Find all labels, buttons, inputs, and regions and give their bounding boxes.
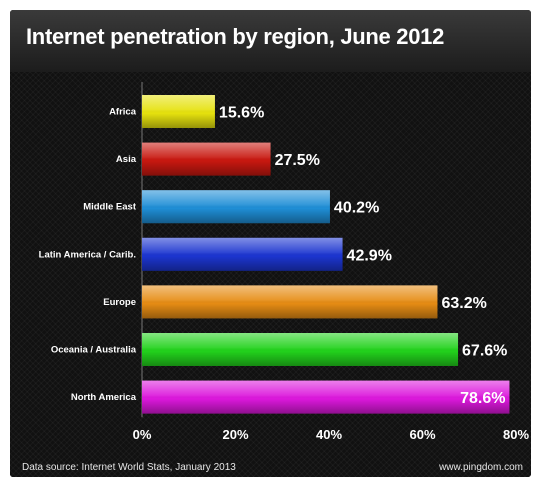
- x-tick-label-60: 60%: [409, 427, 435, 442]
- category-label-latin-america-carib: Latin America / Carib.: [39, 249, 136, 260]
- bar-shine-africa: [142, 95, 215, 128]
- data-source-note: Data source: Internet World Stats, Janua…: [22, 462, 236, 473]
- value-label-middle-east: 40.2%: [334, 200, 379, 217]
- chart-title: Internet penetration by region, June 201…: [26, 24, 445, 49]
- category-label-africa: Africa: [109, 107, 137, 118]
- category-label-oceania-australia: Oceania / Australia: [51, 345, 137, 356]
- bar-shine-middle-east: [142, 190, 330, 224]
- category-label-north-america: North America: [71, 392, 137, 403]
- bar-shine-latin-america-carib: [142, 237, 343, 271]
- value-label-europe: 63.2%: [441, 295, 486, 312]
- title-bar: Internet penetration by region, June 201…: [10, 10, 531, 72]
- value-label-latin-america-carib: 42.9%: [347, 247, 392, 264]
- bar-chart: Africa 15.6% Asia 27.5% Middle East 40.2% Lati…: [39, 82, 529, 442]
- x-tick-label-80: 80%: [503, 427, 529, 442]
- category-label-europe: Europe: [103, 297, 136, 308]
- category-label-asia: Asia: [116, 154, 137, 165]
- x-tick-label-40: 40%: [316, 427, 342, 442]
- x-tick-label-0: 0%: [133, 427, 152, 442]
- value-label-oceania-australia: 67.6%: [462, 343, 507, 360]
- x-tick-label-20: 20%: [222, 427, 248, 442]
- category-label-middle-east: Middle East: [83, 202, 137, 213]
- value-label-north-america: 78.6%: [460, 390, 505, 407]
- bar-shine-europe: [142, 285, 438, 319]
- bar-shine-north-america: [142, 380, 510, 414]
- site-credit: www.pingdom.com: [439, 462, 523, 473]
- bar-shine-oceania-australia: [142, 333, 459, 366]
- bar-shine-asia: [142, 142, 271, 176]
- chart-frame: Internet penetration by region, June 201…: [10, 10, 531, 477]
- value-label-africa: 15.6%: [219, 105, 264, 122]
- value-label-asia: 27.5%: [275, 152, 320, 169]
